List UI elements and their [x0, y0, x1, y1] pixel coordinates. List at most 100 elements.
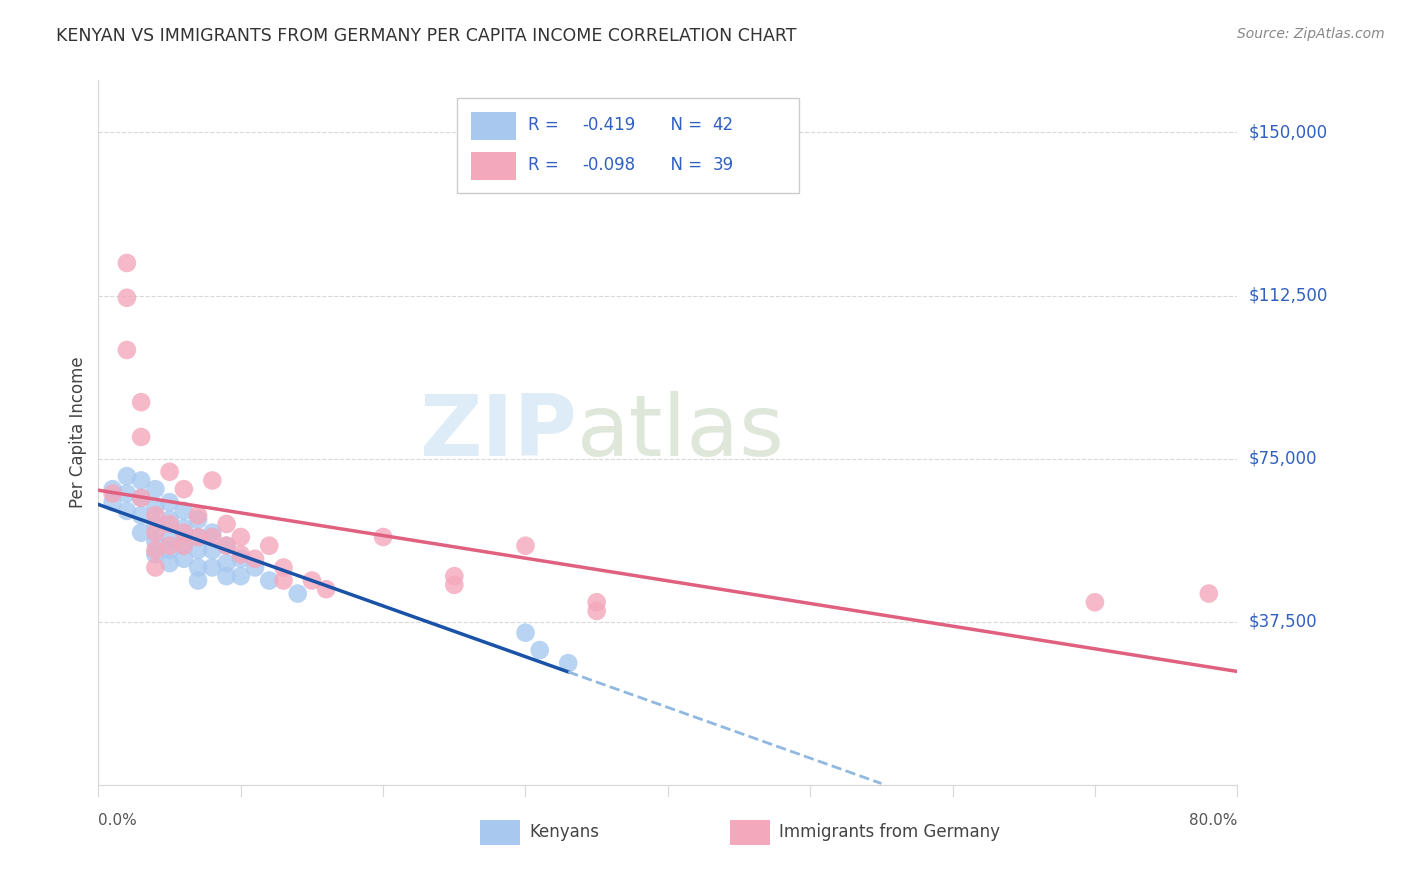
Point [173, 539, 195, 553]
Point [159, 556, 181, 570]
Point [229, 548, 252, 562]
Point [173, 504, 195, 518]
Point [201, 560, 224, 574]
FancyBboxPatch shape [731, 821, 770, 845]
Point [515, 625, 537, 640]
Point [129, 395, 152, 409]
Text: Kenyans: Kenyans [529, 823, 599, 841]
Text: R =: R = [527, 116, 569, 134]
Point [187, 543, 209, 558]
Point [187, 513, 209, 527]
Point [287, 586, 309, 600]
Point [129, 491, 152, 505]
Point [159, 495, 181, 509]
Text: 42: 42 [713, 116, 734, 134]
Point [173, 539, 195, 553]
Point [557, 656, 579, 670]
Point [115, 504, 138, 518]
Point [443, 578, 465, 592]
Point [145, 525, 167, 540]
Point [101, 482, 124, 496]
Text: N =: N = [659, 116, 707, 134]
Text: atlas: atlas [576, 391, 785, 475]
Point [173, 551, 195, 566]
Point [201, 474, 224, 488]
Point [115, 486, 138, 500]
Point [129, 491, 152, 505]
Point [515, 539, 537, 553]
Point [145, 500, 167, 514]
Text: 80.0%: 80.0% [1189, 814, 1237, 828]
Point [145, 482, 167, 496]
Point [273, 574, 295, 588]
Point [101, 495, 124, 509]
Point [145, 516, 167, 531]
Point [243, 551, 266, 566]
Point [201, 543, 224, 558]
Point [187, 530, 209, 544]
Text: Source: ZipAtlas.com: Source: ZipAtlas.com [1237, 27, 1385, 41]
Point [215, 539, 238, 553]
FancyBboxPatch shape [479, 821, 520, 845]
Point [1198, 586, 1220, 600]
Point [187, 574, 209, 588]
Point [187, 530, 209, 544]
Point [173, 521, 195, 535]
Point [229, 551, 252, 566]
Point [159, 513, 181, 527]
Text: R =: R = [527, 156, 569, 174]
Text: $150,000: $150,000 [1249, 123, 1327, 142]
Point [115, 256, 138, 270]
Point [215, 539, 238, 553]
Point [215, 569, 238, 583]
Point [215, 556, 238, 570]
Text: ZIP: ZIP [419, 391, 576, 475]
Point [301, 574, 323, 588]
Point [201, 530, 224, 544]
Point [129, 525, 152, 540]
FancyBboxPatch shape [471, 153, 516, 180]
Text: -0.098: -0.098 [582, 156, 636, 174]
Point [243, 560, 266, 574]
Point [259, 574, 281, 588]
Point [159, 543, 181, 558]
Y-axis label: Per Capita Income: Per Capita Income [69, 357, 87, 508]
Point [145, 508, 167, 523]
Point [443, 569, 465, 583]
Point [187, 508, 209, 523]
Point [1084, 595, 1107, 609]
Point [159, 539, 181, 553]
Point [115, 343, 138, 357]
FancyBboxPatch shape [457, 98, 799, 193]
Text: $112,500: $112,500 [1249, 286, 1327, 304]
Text: 39: 39 [713, 156, 734, 174]
Point [585, 604, 607, 618]
Text: $37,500: $37,500 [1249, 613, 1317, 631]
Point [229, 530, 252, 544]
Text: 0.0%: 0.0% [98, 814, 138, 828]
Point [145, 548, 167, 562]
Text: Immigrants from Germany: Immigrants from Germany [779, 823, 1001, 841]
Point [187, 560, 209, 574]
Point [585, 595, 607, 609]
Point [259, 539, 281, 553]
Text: N =: N = [659, 156, 707, 174]
Point [145, 560, 167, 574]
Point [159, 530, 181, 544]
Point [129, 508, 152, 523]
Text: KENYAN VS IMMIGRANTS FROM GERMANY PER CAPITA INCOME CORRELATION CHART: KENYAN VS IMMIGRANTS FROM GERMANY PER CA… [56, 27, 797, 45]
Point [145, 534, 167, 549]
Point [159, 516, 181, 531]
Point [173, 525, 195, 540]
Point [201, 525, 224, 540]
Point [215, 516, 238, 531]
Point [145, 543, 167, 558]
Text: $75,000: $75,000 [1249, 450, 1317, 467]
Point [315, 582, 337, 597]
Point [129, 430, 152, 444]
Point [373, 530, 395, 544]
Point [159, 465, 181, 479]
Point [173, 482, 195, 496]
Point [529, 643, 551, 657]
Point [229, 569, 252, 583]
